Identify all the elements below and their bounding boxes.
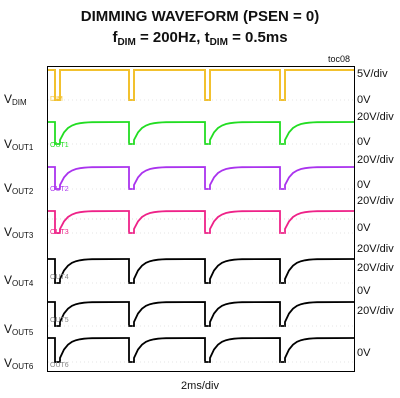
figure-id: toc08 xyxy=(328,54,351,64)
scale-label: 20V/div xyxy=(357,195,394,207)
x-axis-label: 2ms/div xyxy=(181,380,219,392)
channel-label-out1: VOUT1 xyxy=(4,137,34,152)
scale-label: 0V xyxy=(357,347,371,359)
channel-label-out4: VOUT4 xyxy=(4,273,34,288)
inner-label-out2: OUT2 xyxy=(50,186,69,193)
inner-label-out1: OUT1 xyxy=(50,142,69,149)
channel-label-out5: VOUT5 xyxy=(4,322,34,337)
scale-label: 0V xyxy=(357,285,371,297)
waveform-dim xyxy=(48,69,354,101)
scale-label: 20V/div xyxy=(357,262,394,274)
scale-label: 20V/div xyxy=(357,154,394,166)
scale-label: 20V/div xyxy=(357,111,394,123)
scale-label: 0V xyxy=(357,94,371,106)
scale-label: 20V/div xyxy=(357,243,394,255)
waveform-plot xyxy=(48,69,354,363)
scale-label: 20V/div xyxy=(357,305,394,317)
scale-label: 0V xyxy=(357,136,371,148)
channel-label-dim: VDIM xyxy=(4,92,27,107)
scale-label: 0V xyxy=(357,179,371,191)
channel-label-out6: VOUT6 xyxy=(4,356,34,371)
waveform-out3 xyxy=(48,210,354,234)
oscilloscope-screen xyxy=(47,66,355,372)
channel-label-out2: VOUT2 xyxy=(4,181,34,196)
chart-title: DIMMING WAVEFORM (PSEN = 0) xyxy=(80,8,320,25)
chart-subtitle: fDIM = 200Hz, tDIM = 0.5ms xyxy=(112,29,288,48)
inner-label-out6: OUT6 xyxy=(50,362,69,369)
scale-label: 5V/div xyxy=(357,68,388,80)
waveform-out2 xyxy=(48,166,354,190)
waveform-out1 xyxy=(48,121,354,145)
waveform-out5 xyxy=(48,301,354,327)
waveform-out6 xyxy=(48,337,354,363)
inner-label-dim: DIM xyxy=(50,96,63,103)
inner-label-out3: OUT3 xyxy=(50,229,69,236)
channel-label-out3: VOUT3 xyxy=(4,225,34,240)
scale-label: 0V xyxy=(357,222,371,234)
inner-label-out4: OUT4 xyxy=(50,274,69,281)
waveform-out4 xyxy=(48,258,354,284)
inner-label-out5: OUT5 xyxy=(50,317,69,324)
